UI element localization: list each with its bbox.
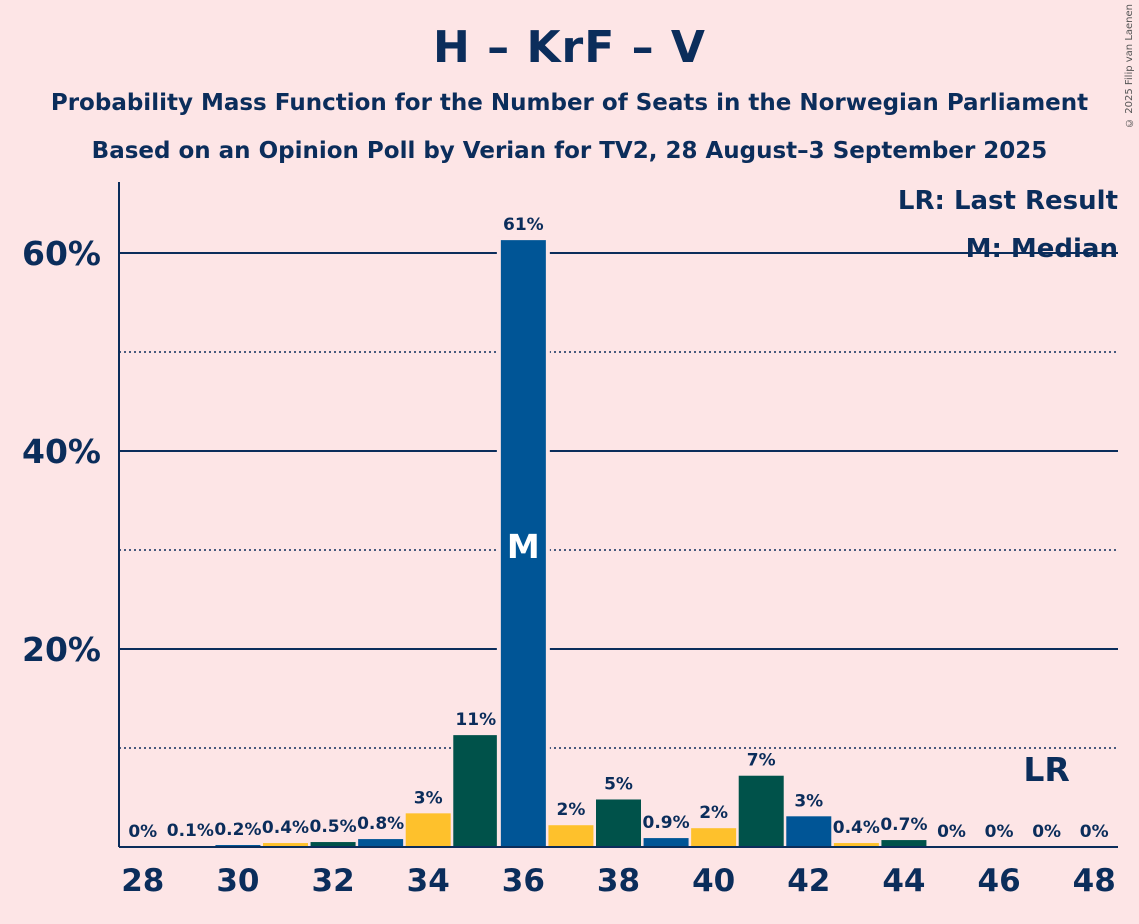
chart-subtitle-1: Probability Mass Function for the Number… — [50, 90, 1089, 116]
x-tick-48: 48 — [1073, 863, 1116, 899]
bar-label-seat-28: 0% — [128, 822, 157, 842]
bar-seat-35 — [453, 735, 499, 847]
bar-label-seat-43: 0.4% — [833, 818, 880, 838]
bar-label-seat-45: 0% — [937, 822, 966, 842]
median-marker: M — [507, 527, 540, 566]
bar-seat-42 — [786, 816, 832, 847]
bar-seat-38 — [596, 799, 641, 847]
x-tick-36: 36 — [502, 863, 545, 899]
bar-label-seat-40: 2% — [699, 803, 728, 823]
y-axis-ticks: 20% 40% 60% — [22, 234, 101, 669]
bar-label-seat-48: 0% — [1080, 822, 1109, 842]
x-tick-42: 42 — [787, 863, 830, 899]
bar-label-seat-36: 61% — [503, 215, 544, 235]
bar-seat-43 — [833, 843, 879, 847]
bar-label-seat-47: 0% — [1032, 822, 1061, 842]
bar-seat-39 — [643, 838, 689, 847]
bar-label-seat-32: 0.5% — [309, 817, 356, 837]
bar-seat-41 — [738, 775, 784, 847]
last-result-marker: LR — [1023, 750, 1069, 789]
x-tick-32: 32 — [312, 863, 355, 899]
bar-seat-44 — [881, 840, 927, 847]
bar-label-seat-44: 0.7% — [880, 815, 927, 835]
x-tick-34: 34 — [407, 863, 450, 899]
y-tick-20: 20% — [22, 630, 101, 669]
bar-label-seat-34: 3% — [414, 788, 443, 808]
x-tick-30: 30 — [216, 863, 259, 899]
bar-label-seat-31: 0.4% — [262, 818, 309, 838]
bar-label-seat-46: 0% — [985, 822, 1014, 842]
y-tick-60: 60% — [22, 234, 101, 273]
chart-subtitle-2: Based on an Opinion Poll by Verian for T… — [91, 138, 1048, 164]
bar-seat-31 — [263, 843, 308, 847]
x-axis-ticks: 28 30 32 34 36 38 40 42 44 46 48 — [121, 863, 1116, 899]
bars — [167, 236, 927, 847]
y-tick-40: 40% — [22, 432, 101, 471]
bar-labels: 0% 0.1% 0.2% 0.4% 0.5% 0.8%3%11%61%2%5%0.9% 2%… — [128, 215, 1108, 842]
x-tick-40: 40 — [692, 863, 735, 899]
legend-median: M: Median — [966, 234, 1118, 264]
bar-label-seat-35: 11% — [455, 710, 496, 730]
bar-seat-32 — [310, 842, 356, 847]
gridlines — [119, 252, 1118, 749]
bar-seat-36 — [500, 240, 546, 847]
legend-last-result: LR: Last Result — [898, 186, 1118, 216]
x-tick-28: 28 — [121, 863, 164, 899]
bar-seat-40 — [691, 828, 737, 847]
bar-seat-37 — [548, 825, 594, 847]
bar-label-seat-41: 7% — [747, 751, 776, 771]
bar-label-seat-42: 3% — [794, 791, 823, 811]
bar-label-seat-33: 0.8% — [357, 814, 404, 834]
x-tick-38: 38 — [597, 863, 640, 899]
bar-label-seat-29: 0.1% — [167, 821, 214, 841]
chart-title: H – KrF – V — [432, 22, 706, 73]
bar-label-seat-37: 2% — [556, 800, 585, 820]
x-tick-44: 44 — [882, 863, 925, 899]
bar-seat-33 — [358, 839, 404, 847]
bar-label-seat-39: 0.9% — [642, 813, 689, 833]
bar-label-seat-38: 5% — [604, 774, 633, 794]
x-tick-46: 46 — [978, 863, 1021, 899]
bar-seat-34 — [405, 813, 451, 847]
bar-label-seat-30: 0.2% — [214, 820, 261, 840]
